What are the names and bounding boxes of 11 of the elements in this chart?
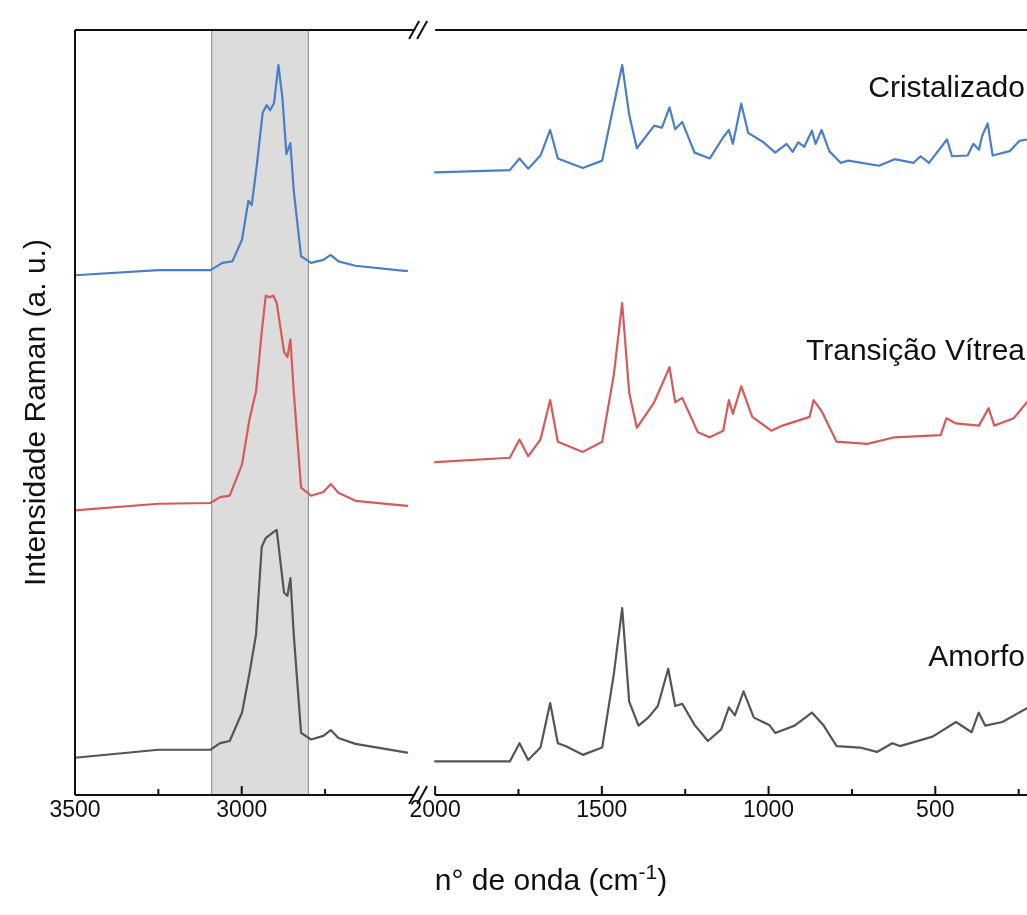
x-tick-label: 1000	[742, 796, 795, 822]
x-tick-label: 2000	[409, 796, 461, 822]
x-axis-title: n° de onda (cm$^{-1}$)	[434, 859, 668, 896]
x-tick-label: 3500	[49, 796, 101, 822]
x-tick-label: 1500	[576, 796, 628, 822]
x-tick-label: 500	[916, 796, 955, 822]
series-label: Transição Vítrea	[806, 333, 1026, 367]
x-tick-label: 3000	[216, 796, 268, 822]
series-label: Cristalizado	[868, 70, 1025, 104]
y-axis-title: Intensidade Raman (a. u.)	[18, 239, 51, 586]
series-label: Amorfo	[928, 639, 1025, 673]
